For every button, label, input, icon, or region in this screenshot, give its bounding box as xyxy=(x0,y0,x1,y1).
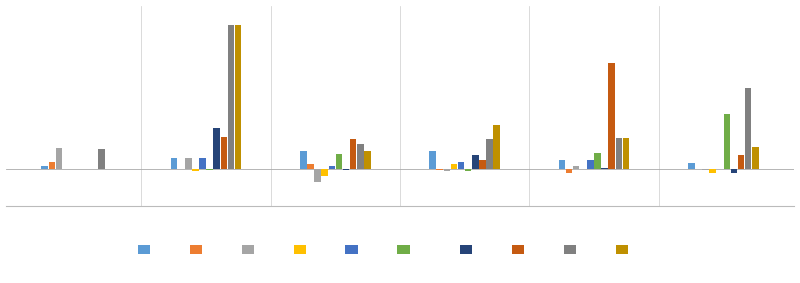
Bar xyxy=(364,151,370,169)
Bar xyxy=(745,87,751,169)
Legend: BTC, ETH, BCH, LTC, XMR, DASH, ETC, ZEC, DCR, BTM: BTC, ETH, BCH, LTC, XMR, DASH, ETC, ZEC,… xyxy=(134,241,666,258)
Bar xyxy=(558,160,566,169)
Bar xyxy=(688,163,694,169)
Bar xyxy=(192,169,198,171)
Bar xyxy=(710,169,716,173)
Bar xyxy=(486,140,493,169)
Bar xyxy=(185,158,191,169)
Bar xyxy=(573,166,579,169)
Bar xyxy=(228,25,234,169)
Bar xyxy=(322,169,328,176)
Bar xyxy=(602,168,608,169)
Bar xyxy=(594,153,601,169)
Bar xyxy=(42,166,48,169)
Bar xyxy=(587,160,594,169)
Bar xyxy=(430,151,436,169)
Bar xyxy=(437,169,443,170)
Bar xyxy=(450,164,458,169)
Bar xyxy=(214,128,220,169)
Bar xyxy=(479,160,486,169)
Bar xyxy=(336,155,342,169)
Bar xyxy=(329,166,335,169)
Bar xyxy=(199,158,206,169)
Bar xyxy=(472,155,478,169)
Bar xyxy=(730,169,738,173)
Bar xyxy=(56,148,62,169)
Bar xyxy=(723,114,730,169)
Bar xyxy=(465,169,471,171)
Bar xyxy=(234,25,242,169)
Bar xyxy=(170,158,178,169)
Bar xyxy=(752,147,758,169)
Bar xyxy=(314,169,321,182)
Bar xyxy=(49,162,55,169)
Bar xyxy=(357,144,363,169)
Bar xyxy=(300,151,306,169)
Bar xyxy=(609,63,615,169)
Bar xyxy=(307,164,314,169)
Bar xyxy=(494,125,500,169)
Bar xyxy=(738,155,744,169)
Bar xyxy=(444,169,450,171)
Bar xyxy=(458,162,464,169)
Bar xyxy=(342,169,350,170)
Bar xyxy=(221,137,227,169)
Bar xyxy=(98,149,105,169)
Bar xyxy=(616,138,622,169)
Bar xyxy=(702,169,709,170)
Bar xyxy=(566,169,572,173)
Bar xyxy=(206,169,213,170)
Bar xyxy=(622,138,630,169)
Bar xyxy=(350,140,356,169)
